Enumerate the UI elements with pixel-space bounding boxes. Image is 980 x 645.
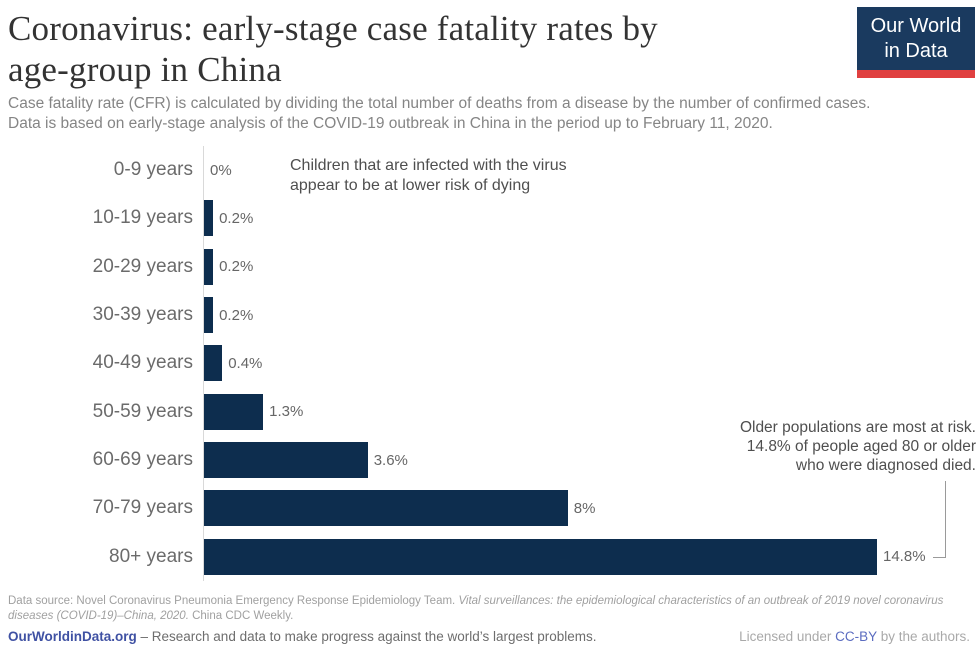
owid-logo[interactable]: Our World in Data: [857, 7, 975, 78]
bar-track: 3.6%: [203, 435, 980, 485]
chart-subtitle: Case fatality rate (CFR) is calculated b…: [0, 90, 980, 134]
chart-row: 40-49 years 0.4%: [0, 339, 980, 388]
chart-rows: 0-9 years 0% 10-19 years 0.2% 20-29 years 0.2…: [0, 146, 980, 581]
value-label: 0.2%: [219, 209, 254, 227]
annotation-older-line3: who were diagnosed died.: [795, 457, 976, 474]
cfr-bar[interactable]: [204, 248, 214, 285]
bar-track: 0%: [203, 146, 980, 195]
bar-track: 0.2%: [203, 242, 980, 291]
age-group-label: 80+ years: [109, 545, 193, 567]
chart-row: 70-79 years 8%: [0, 484, 980, 533]
chart-row: 50-59 years 1.3%: [0, 387, 980, 436]
chart-row: 0-9 years 0%: [0, 146, 980, 195]
age-group-label: 0-9 years: [113, 159, 193, 181]
chart-row: 60-69 years 3.6%: [0, 435, 980, 485]
age-group-label: 60-69 years: [92, 449, 193, 471]
annotation-older: Older populations are most at risk. 14.8…: [740, 418, 976, 475]
bar-track: 0.2%: [203, 290, 980, 340]
bar-track: 8%: [203, 484, 980, 533]
cfr-bar[interactable]: [204, 442, 368, 479]
cfr-bar[interactable]: [204, 345, 223, 382]
value-label: 0.4%: [228, 354, 263, 372]
annotation-older-line1: Older populations are most at risk.: [739, 419, 976, 436]
bar-track: 1.3%: [203, 387, 980, 436]
chart-subtitle-line1: Case fatality rate (CFR) is calculated b…: [8, 95, 871, 112]
annotation-connector-horizontal: [933, 557, 946, 558]
annotation-children-line1: Children that are infected with the viru…: [290, 157, 567, 174]
data-source-prefix: Data source: Novel Coronavirus Pneumonia…: [8, 595, 459, 607]
value-label: 8%: [573, 499, 596, 517]
chart-row: 10-19 years 0.2%: [0, 194, 980, 243]
page-title: Coronavirus: early-stage case fatality r…: [8, 8, 848, 90]
chart-header: Coronavirus: early-stage case fatality r…: [0, 0, 980, 90]
footer-bottom-row: OurWorldinData.org – Research and data t…: [8, 629, 970, 644]
chart-footer: Data source: Novel Coronavirus Pneumonia…: [0, 581, 980, 644]
chart-row: 20-29 years 0.2%: [0, 242, 980, 291]
bar-track: 0.4%: [203, 339, 980, 388]
cfr-bar[interactable]: [204, 297, 214, 334]
license-note: Licensed under CC-BY by the authors.: [739, 629, 970, 644]
cfr-bar[interactable]: [204, 393, 264, 430]
annotation-older-line2: 14.8% of people aged 80 or older: [746, 438, 976, 455]
age-group-label: 50-59 years: [92, 400, 193, 422]
annotation-connector-vertical: [945, 481, 946, 557]
site-tagline: – Research and data to make progress aga…: [136, 629, 597, 644]
annotation-children-line2: appear to be at lower risk of dying: [290, 177, 531, 194]
chart-row: 30-39 years 0.2%: [0, 290, 980, 340]
page-title-line2: age-group in China: [8, 50, 282, 89]
age-group-label: 10-19 years: [92, 207, 193, 229]
cfr-bar[interactable]: [204, 200, 214, 237]
cfr-bar[interactable]: [204, 538, 877, 575]
license-prefix: Licensed under: [739, 629, 836, 644]
value-label: 3.6%: [373, 451, 408, 469]
value-label: 0.2%: [219, 258, 254, 276]
owid-logo-line2: in Data: [884, 40, 948, 62]
data-source-suffix: China CDC Weekly.: [188, 609, 294, 622]
value-label: 14.8%: [883, 548, 926, 566]
value-label: 1.3%: [269, 403, 304, 421]
cfr-bar[interactable]: [204, 490, 568, 527]
bar-track: 14.8%: [203, 532, 980, 581]
data-source-note: Data source: Novel Coronavirus Pneumonia…: [8, 594, 970, 623]
chart-subtitle-line2: Data is based on early-stage analysis of…: [8, 115, 773, 132]
value-label: 0.2%: [219, 306, 254, 324]
bar-track: 0.2%: [203, 194, 980, 243]
age-group-label: 40-49 years: [92, 352, 193, 374]
age-group-label: 20-29 years: [92, 255, 193, 277]
owid-logo-line1: Our World: [870, 15, 962, 37]
age-group-label: 70-79 years: [92, 497, 193, 519]
owid-site-link[interactable]: OurWorldinData.org: [8, 629, 137, 644]
value-label: 0%: [210, 161, 232, 179]
bar-chart: 0-9 years 0% 10-19 years 0.2% 20-29 years 0.2…: [0, 146, 980, 581]
site-citation: OurWorldinData.org – Research and data t…: [8, 629, 597, 644]
age-group-label: 30-39 years: [92, 304, 193, 326]
data-source-citation: Vital surveillances: the epidemiological…: [8, 595, 944, 622]
annotation-children: Children that are infected with the viru…: [290, 156, 567, 196]
cc-by-link[interactable]: CC-BY: [835, 629, 877, 644]
page-title-line1: Coronavirus: early-stage case fatality r…: [8, 9, 658, 48]
license-suffix: by the authors.: [876, 629, 970, 644]
chart-row: 80+ years 14.8%: [0, 532, 980, 581]
